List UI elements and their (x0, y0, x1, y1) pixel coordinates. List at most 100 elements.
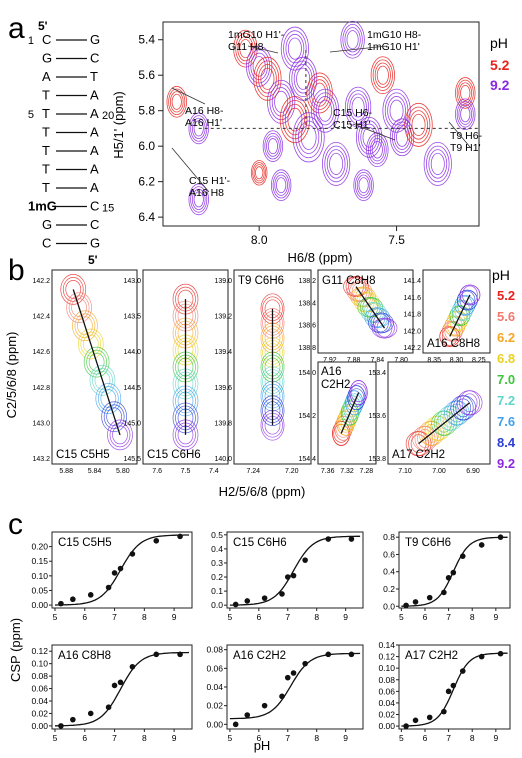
subpanel-title: A16 C8H8 (427, 338, 480, 350)
data-point (232, 721, 239, 728)
data-point (290, 572, 297, 579)
seq-right-base: C (90, 199, 99, 214)
y-tick-label: 0.05 (31, 585, 48, 595)
nmr-contour (426, 145, 450, 183)
nmr-contour (368, 135, 387, 165)
data-point (244, 598, 251, 604)
data-point (441, 708, 447, 715)
nmr-contour (285, 33, 305, 64)
data-point (111, 682, 118, 689)
seq-right-base: G (90, 236, 100, 251)
data-point (261, 595, 268, 601)
nmr-contour (455, 77, 476, 109)
seq-right-base: T (90, 69, 98, 84)
x-tick-label: 5 (399, 733, 404, 743)
peak-contour (456, 289, 478, 311)
data-point (87, 710, 94, 717)
y-tick-label: 6.0 (138, 139, 155, 153)
nmr-contour (326, 149, 346, 179)
annotation-leader (448, 121, 471, 148)
x-tick-label: 8 (314, 612, 319, 622)
y-tick-label: 0.10 (378, 663, 395, 673)
data-point (459, 553, 466, 559)
data-point (478, 542, 485, 548)
x-tick-label: 9 (172, 733, 177, 743)
y-tick-label: 138.4 (298, 300, 316, 307)
shift-arrow (449, 294, 471, 337)
y-tick-label: 143.0 (123, 278, 141, 285)
subpanel-frame (317, 361, 377, 465)
y-tick-label: 5.4 (138, 33, 155, 47)
y-tick-label: 0.02 (206, 701, 223, 711)
x-tick-label: 7.00 (432, 468, 446, 475)
csp-plot: 5 6 7 8 9 0.0 0.1 0.2 0.3 0.4 0.5 C15 C6H6 (211, 530, 364, 622)
annotation-leader (329, 45, 388, 53)
data-point (117, 565, 124, 572)
peak-contour (101, 401, 128, 433)
subpanel-title: C15 C5H5 (56, 449, 110, 461)
peak-contour (461, 393, 478, 413)
data-point (111, 570, 118, 576)
peak-contour (337, 413, 354, 433)
spectrum-a-ylabel: H5/1' (ppm) (111, 91, 126, 159)
seq-number: 15 (102, 203, 114, 215)
peak-contour (95, 383, 122, 414)
data-point (261, 702, 268, 709)
nmr-contour (287, 37, 302, 60)
nmr-contour (458, 103, 473, 125)
x-tick-label: 7.28 (360, 468, 374, 475)
nmr-contour (404, 102, 433, 147)
spectrum-annotation: 1mG10 H8-1mG10 H1' (367, 29, 422, 53)
y-tick-label: 0.06 (31, 684, 48, 694)
nmr-contour (253, 164, 265, 182)
y-tick-label: 0.02 (378, 710, 395, 720)
legend-entry: 6.2 (497, 330, 515, 345)
spectrum-annotation: A16 H8-A16 H1' (185, 105, 224, 129)
x-tick-label: 7 (446, 612, 451, 622)
x-tick-label: 6 (82, 612, 87, 622)
data-point (325, 536, 332, 542)
data-point (177, 651, 183, 658)
seq-left-base: T (42, 162, 50, 177)
panel-b-legend-title: pH (492, 267, 510, 283)
seq-number: 5 (28, 109, 34, 121)
data-point (284, 574, 291, 580)
nmr-contour (315, 96, 335, 126)
y-tick-label: 141.8 (403, 312, 421, 319)
peak-contour (439, 326, 461, 347)
y-tick-label: 143.5 (123, 314, 141, 321)
x-tick-label: 5 (228, 612, 233, 622)
data-point (279, 693, 285, 700)
x-tick-label: 9 (172, 612, 177, 622)
seq-number: 1 (28, 35, 34, 47)
legend-entry: 7.0 (497, 372, 515, 387)
seq-left-base: C (42, 32, 51, 47)
subpanel: A17 C2H2 7.10 7.00 6.90 153.4 153.6 153.8 (368, 361, 491, 475)
y-tick-label: 153.4 (368, 370, 386, 377)
subpanel: A16 C2H2 7.36 7.32 7.28 154.0 154.2 154.4 (298, 361, 377, 475)
nmr-contour (193, 191, 204, 208)
x-tick-label: 7 (112, 612, 117, 622)
y-tick-label: 0.8 (383, 532, 395, 542)
nmr-contour (260, 67, 275, 90)
nmr-contour (347, 90, 370, 125)
fit-curve (401, 536, 508, 607)
seq-left-base: A (42, 69, 51, 84)
y-tick-label: 0.2 (383, 584, 395, 594)
shift-arrow (418, 402, 471, 445)
data-point (129, 663, 136, 670)
x-tick-label: 7.84 (371, 357, 385, 364)
data-point (459, 668, 466, 674)
data-point (153, 537, 160, 544)
seq-left-base: G (42, 217, 52, 232)
plot-title: A16 C8H8 (58, 650, 111, 662)
nmr-contour (353, 169, 374, 202)
x-tick-label: 5 (228, 733, 233, 743)
nmr-contour (235, 32, 256, 65)
nmr-contour (423, 141, 452, 186)
seq-left-base: T (42, 180, 50, 195)
x-tick-label: 7.5 (181, 468, 191, 475)
y-tick-label: 0.5 (211, 530, 223, 540)
data-point (105, 704, 112, 711)
